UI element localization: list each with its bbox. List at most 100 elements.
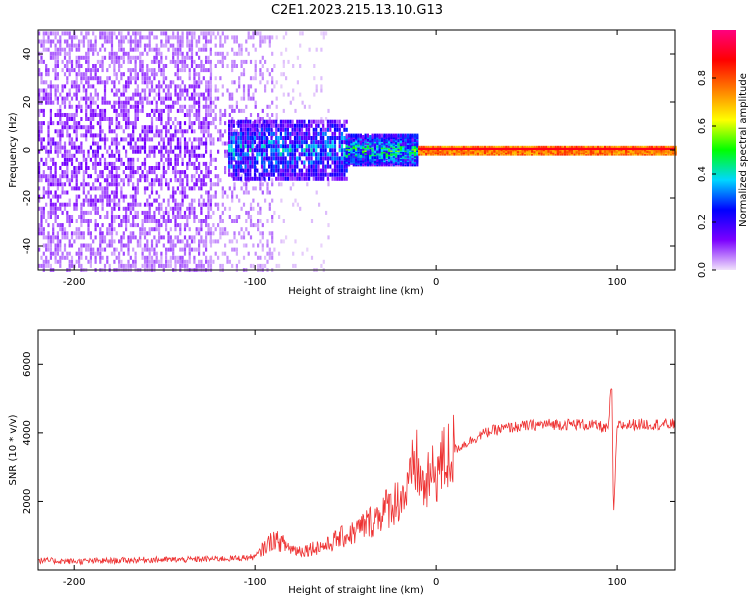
heatmap-cell — [285, 76, 288, 81]
heatmap-cell — [242, 123, 245, 128]
heatmap-cell — [249, 84, 253, 89]
heatmap-cell — [132, 194, 135, 199]
heatmap-cell — [63, 100, 67, 105]
heatmap-cell — [261, 243, 264, 248]
heatmap-cell — [136, 202, 139, 207]
heatmap-cell — [92, 206, 95, 211]
heatmap-cell — [38, 125, 41, 130]
heatmap-cell — [113, 59, 116, 64]
heatmap-cell — [56, 129, 59, 134]
heatmap-cell — [68, 178, 71, 183]
heatmap-cell — [209, 96, 212, 101]
heatmap-cell — [258, 172, 261, 177]
heatmap-cell — [61, 190, 64, 195]
heatmap-cell — [63, 84, 67, 89]
heatmap-cell — [200, 219, 203, 223]
heatmap-cell — [279, 156, 282, 161]
colorbar: 0.00.20.40.60.8 Normalized spectral ampl… — [697, 30, 749, 278]
heatmap-cell — [38, 96, 41, 101]
heatmap-cell — [162, 88, 165, 93]
heatmap-cell — [87, 182, 90, 187]
heatmap-cell — [402, 133, 405, 138]
heatmap-cell — [80, 117, 83, 121]
heatmap-cell — [101, 43, 104, 48]
heatmap-cell — [118, 215, 121, 219]
heatmap-cell — [165, 76, 168, 81]
heatmap-cell — [139, 108, 142, 113]
heatmap-cell — [49, 190, 52, 195]
heatmap-cell — [181, 247, 184, 252]
heatmap-cell — [183, 64, 187, 68]
heatmap-cell — [82, 96, 85, 101]
heatmap-cell — [85, 170, 88, 175]
heatmap-cell — [162, 141, 165, 146]
heatmap-cell — [207, 133, 210, 138]
heatmap-cell — [249, 127, 252, 132]
heatmap-cell — [153, 263, 156, 268]
heatmap-cell — [141, 35, 144, 40]
heatmap-cell — [106, 39, 109, 44]
heatmap-cell — [42, 39, 45, 44]
heatmap-cell — [380, 153, 384, 158]
heatmap-cell — [87, 96, 90, 101]
heatmap-cell — [134, 88, 137, 93]
heatmap-cell — [103, 80, 107, 85]
heatmap-cell — [174, 153, 177, 158]
heatmap-cell — [263, 160, 266, 165]
heatmap-cell — [68, 251, 71, 256]
heatmap-cell — [80, 255, 83, 260]
heatmap-cell — [303, 164, 306, 169]
heatmap-cell — [266, 68, 269, 73]
heatmap-cell — [54, 35, 57, 40]
heatmap-cell — [195, 263, 198, 268]
heatmap-cell — [252, 223, 255, 228]
heatmap-cell — [491, 145, 494, 150]
heatmap-cell — [127, 141, 130, 146]
heatmap-cell — [658, 145, 661, 150]
heatmap-cell — [263, 131, 266, 136]
heatmap-cell — [54, 219, 57, 223]
heatmap-cell — [296, 148, 299, 153]
heatmap-cell — [141, 174, 144, 179]
heatmap-cell — [115, 166, 118, 170]
heatmap-cell — [667, 145, 670, 150]
heatmap-cell — [217, 137, 220, 142]
heatmap-cell — [160, 145, 163, 150]
heatmap-cell — [265, 148, 268, 153]
heatmap-cell — [52, 227, 55, 232]
heatmap-cell — [139, 100, 142, 105]
heatmap-cell — [251, 164, 254, 169]
heatmap-cell — [78, 170, 81, 175]
heatmap-cell — [322, 140, 325, 145]
heatmap-cell — [270, 119, 273, 124]
heatmap-cell — [293, 140, 297, 145]
heatmap-cell — [352, 133, 355, 138]
heatmap-cell — [78, 121, 81, 126]
heatmap-cell — [165, 255, 168, 260]
heatmap-cell — [146, 133, 149, 138]
heatmap-cell — [40, 72, 43, 77]
heatmap-cell — [209, 88, 212, 93]
heatmap-cell — [89, 68, 92, 73]
heatmap-cell — [143, 149, 147, 154]
heatmap-cell — [340, 160, 344, 165]
heatmap-cell — [139, 202, 142, 207]
heatmap-cell — [134, 35, 137, 40]
heatmap-cell — [110, 174, 114, 179]
heatmap-cell — [61, 84, 64, 89]
heatmap-cell — [153, 170, 156, 175]
heatmap-cell — [78, 251, 81, 256]
heatmap-cell — [134, 145, 137, 150]
heatmap-cell — [127, 51, 130, 56]
heatmap-cell — [120, 104, 123, 109]
heatmap-cell — [150, 100, 154, 105]
heatmap-cell — [82, 157, 85, 162]
heatmap-cell — [205, 174, 208, 179]
heatmap-cell — [257, 227, 260, 232]
heatmap-cell — [129, 157, 132, 162]
heatmap-cell — [148, 39, 151, 44]
heatmap-cell — [388, 150, 391, 155]
heatmap-cell — [73, 166, 76, 170]
heatmap-cell — [209, 198, 213, 203]
